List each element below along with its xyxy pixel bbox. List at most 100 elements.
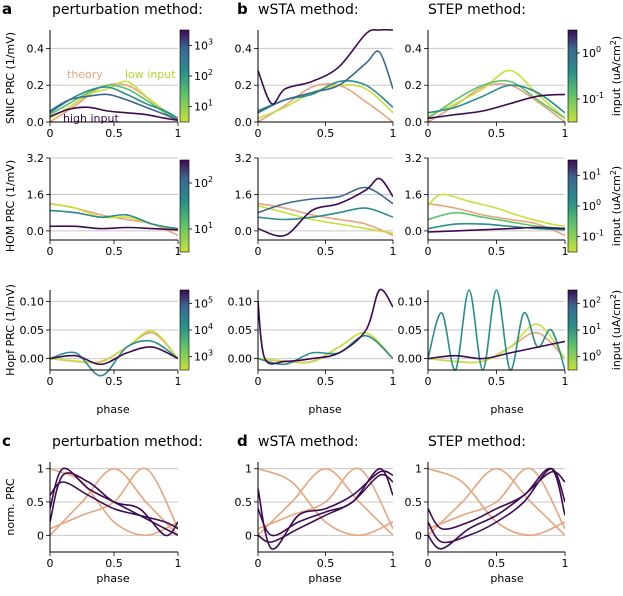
x-tick-label: 0.5: [105, 245, 123, 258]
series-line-high3: [50, 481, 178, 530]
y-tick-label: 0.10: [228, 295, 253, 308]
x-tick-label: 1: [390, 245, 397, 258]
series-line-theory: [258, 83, 393, 123]
colorbar-snic-right: 100 10-1 input (uA/cm2): [567, 29, 623, 123]
y-tick-label: 0.2: [27, 79, 45, 92]
panel-label-d: d: [237, 432, 248, 450]
series-line-high2: [258, 473, 393, 543]
series-line-theory: [258, 202, 393, 237]
x-tick-label: 0: [47, 127, 54, 140]
y-tick-label: 0.0: [405, 225, 423, 238]
series-line-high3: [428, 467, 565, 530]
x-tick-label: 0: [255, 375, 262, 388]
panel-hom-perturbation: 0.0 1.6 3.2 0 0.5 1: [27, 152, 182, 258]
series-line-low: [50, 330, 178, 364]
x-tick-label: 1: [390, 375, 397, 388]
series-line-high3: [258, 470, 393, 550]
colorbar-tick-label: 100: [582, 45, 601, 60]
series-line-high: [428, 93, 565, 120]
annotation-low-input: low input: [125, 68, 176, 81]
colorbar-tick-label: 101: [194, 221, 213, 236]
panel-snic-step: 0.0 0.2 0.4 0 0.5 1: [405, 30, 569, 140]
x-tick-label: 0.5: [488, 375, 506, 388]
panel-hopf-step: 0.00 0.05 0.10 0 0.5 1: [398, 289, 569, 388]
x-tick-label: 1: [562, 557, 569, 570]
y-tick-label: 0.5: [405, 496, 423, 509]
ylabel-snic: SNIC PRC (1/mV): [4, 32, 17, 124]
x-tick-label: 0: [425, 245, 432, 258]
y-tick-label: 1: [245, 463, 252, 476]
colorbar-hopf-right: 102 101 100 input (uA/cm2): [567, 289, 623, 371]
x-tick-label: 1: [390, 127, 397, 140]
colorbar-rect: [567, 29, 578, 123]
annotation-theory: theory: [67, 68, 103, 81]
colorbar-rect: [567, 159, 578, 253]
colorbar-tick-label: 102: [194, 175, 213, 190]
y-tick-label: 3.2: [27, 152, 45, 165]
colorbar-rect: [179, 289, 190, 371]
y-tick-label: 0: [245, 529, 252, 542]
series-line-mid: [50, 339, 178, 377]
colorbar-hopf-left: 105 104 103: [179, 289, 213, 371]
x-tick-label: 0: [425, 127, 432, 140]
x-tick-label: 1: [175, 127, 182, 140]
colorbar-rect: [179, 29, 190, 123]
x-tick-label: 0.5: [105, 557, 123, 570]
panel-norm-wsta: 0 0.5 1 0 0.5 1: [235, 462, 397, 570]
series-line-high: [428, 226, 565, 233]
y-tick-label: 1: [415, 463, 422, 476]
y-tick-label: 0.4: [235, 42, 253, 55]
xlabel-hopf-2: phase: [308, 403, 341, 416]
x-tick-label: 1: [175, 557, 182, 570]
y-tick-label: 0.4: [405, 42, 423, 55]
y-tick-label: 0: [37, 529, 44, 542]
series-line-high: [258, 177, 393, 237]
x-tick-label: 0.5: [317, 557, 335, 570]
y-tick-label: 0.00: [398, 353, 423, 366]
ylabel-hom: HOM PRC (1/mV): [4, 160, 17, 252]
x-tick-label: 0.5: [317, 245, 335, 258]
y-tick-label: 0.5: [27, 496, 45, 509]
xlabel-hopf-3: phase: [490, 403, 523, 416]
xlabel-norm-3: phase: [490, 572, 523, 585]
y-tick-label: 0.4: [27, 42, 45, 55]
title-perturbation-bottom: perturbation method:: [52, 434, 203, 450]
y-tick-label: 3.2: [405, 152, 423, 165]
series-line-low: [428, 193, 565, 228]
x-tick-label: 0: [255, 557, 262, 570]
panel-norm-perturbation: 0 0.5 1 0 0.5 1: [27, 462, 182, 570]
y-tick-label: 0.0: [235, 116, 253, 129]
xlabel-hopf-1: phase: [96, 403, 129, 416]
series-line-low: [258, 205, 393, 234]
colorbar-tick-label: 10-1: [582, 91, 604, 106]
y-tick-label: 0.0: [235, 225, 253, 238]
colorbar-tick-label: 101: [194, 99, 213, 114]
series-line-mid: [428, 211, 565, 230]
colorbar-hom-right: 101 100 10-1 input (uA/cm2): [567, 159, 623, 253]
ylabel-hopf: Hopf PRC (1/mV): [4, 284, 17, 376]
y-tick-label: 0.0: [27, 225, 45, 238]
y-tick-label: 3.2: [235, 152, 253, 165]
x-tick-label: 1: [175, 245, 182, 258]
series-line-theory: [428, 83, 565, 123]
panel-norm-step: 0 0.5 1 0 0.5 1: [405, 462, 569, 570]
panel-hom-step: 0.0 1.6 3.2 0 0.5 1: [405, 152, 569, 258]
series-line-theory1: [258, 467, 393, 536]
series-line-low: [428, 69, 565, 119]
xlabel-norm-2: phase: [308, 572, 341, 585]
series-line-high: [258, 28, 393, 105]
y-tick-label: 0.0: [405, 116, 423, 129]
series-line-mid3: [258, 50, 393, 112]
colorbar-snic-left: 103 102 101: [179, 29, 213, 123]
x-tick-label: 0.5: [317, 375, 335, 388]
series-line-mid: [258, 207, 393, 221]
y-tick-label: 0.05: [228, 324, 253, 337]
x-tick-label: 1: [175, 375, 182, 388]
x-tick-label: 0.5: [317, 127, 335, 140]
panel-hopf-perturbation: 0.00 0.05 0.10 0 0.5 1: [20, 290, 182, 388]
series-line-mid: [258, 334, 393, 366]
xlabel-norm-1: phase: [96, 572, 129, 585]
title-step-bottom: STEP method:: [428, 434, 526, 450]
series-line-theory3: [258, 467, 393, 530]
colorbar-label: input (uA/cm2): [609, 36, 623, 116]
